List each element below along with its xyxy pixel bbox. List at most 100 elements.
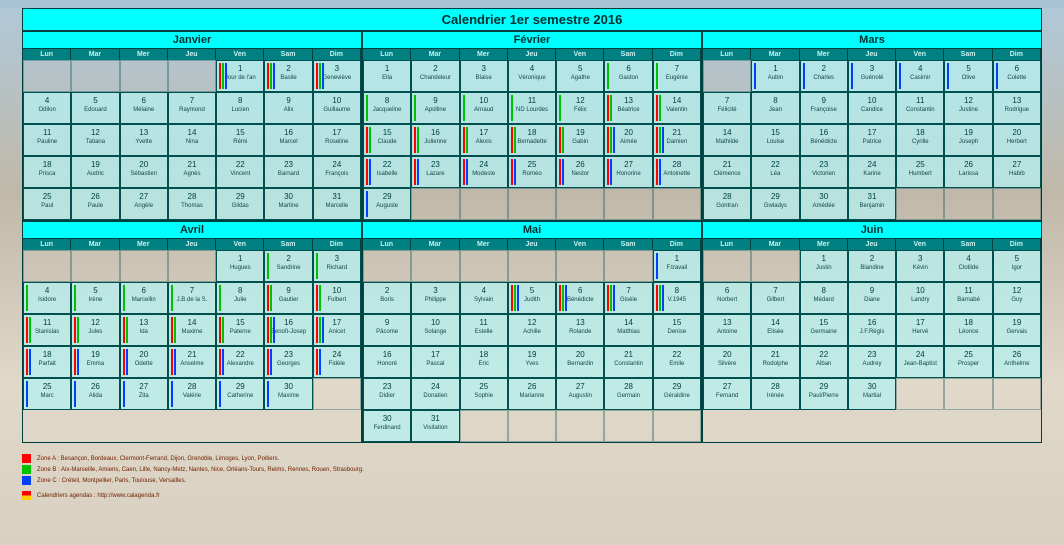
day-cell[interactable]: 9Gautier [264,282,312,314]
day-cell[interactable]: 22Emile [653,346,701,378]
day-cell[interactable]: 5Judith [508,282,556,314]
day-cell[interactable]: 25Paul [23,188,71,220]
day-cell[interactable]: 10Candice [848,92,896,124]
day-cell[interactable]: 13Béatrice [604,92,652,124]
day-cell[interactable]: 15Louise [751,124,799,156]
day-cell[interactable]: 12Jules [71,314,119,346]
day-cell[interactable]: 7Félicité [703,92,751,124]
day-cell[interactable]: 13Ida [120,314,168,346]
day-cell[interactable]: 9Pâcome [363,314,411,346]
day-cell[interactable]: 11Pauline [23,124,71,156]
day-cell[interactable]: 5Agathe [556,60,604,92]
day-cell[interactable]: 10Arnaud [460,92,508,124]
day-cell[interactable]: 24Donatien [411,378,459,410]
day-cell[interactable]: 28Antoinette [653,156,701,188]
day-cell[interactable]: 20Bernardin [556,346,604,378]
day-cell[interactable]: 14Valentin [653,92,701,124]
day-cell[interactable]: 29Gildas [216,188,264,220]
day-cell[interactable]: 14Nina [168,124,216,156]
day-cell[interactable]: 6Bénédicte [556,282,604,314]
day-cell[interactable]: 7Gilbert [751,282,799,314]
day-cell[interactable]: 24Modeste [460,156,508,188]
day-cell[interactable]: 4Clotilde [944,250,992,282]
day-cell[interactable]: 26Alida [71,378,119,410]
day-cell[interactable]: 7Raymond [168,92,216,124]
day-cell[interactable]: 12Justine [944,92,992,124]
day-cell[interactable]: 22Vincent [216,156,264,188]
day-cell[interactable]: 18Léonce [944,314,992,346]
day-cell[interactable]: 15Paterne [216,314,264,346]
day-cell[interactable]: 23Victorien [800,156,848,188]
day-cell[interactable]: 2Charles [800,60,848,92]
day-cell[interactable]: 9Apolline [411,92,459,124]
day-cell[interactable]: 8Jean [751,92,799,124]
day-cell[interactable]: 26Larissa [944,156,992,188]
day-cell[interactable]: 11Estelle [460,314,508,346]
day-cell[interactable]: 21Constantin [604,346,652,378]
day-cell[interactable]: 7J.B.de la S. [168,282,216,314]
day-cell[interactable]: 16Honoré [363,346,411,378]
day-cell[interactable]: 20Odette [120,346,168,378]
day-cell[interactable]: 22Alexandre [216,346,264,378]
day-cell[interactable]: 17Pascal [411,346,459,378]
day-cell[interactable]: 17Hervé [896,314,944,346]
day-cell[interactable]: 2Basile [264,60,312,92]
day-cell[interactable]: 30Martine [264,188,312,220]
day-cell[interactable]: 16J.F.Régis [848,314,896,346]
day-cell[interactable]: 5Igor [993,250,1041,282]
day-cell[interactable]: 19Emma [71,346,119,378]
day-cell[interactable]: 27Augustin [556,378,604,410]
day-cell[interactable]: 19Joseph [944,124,992,156]
day-cell[interactable]: 16Bénédicte [800,124,848,156]
day-cell[interactable]: 21Clémence [703,156,751,188]
day-cell[interactable]: 27Honorine [604,156,652,188]
day-cell[interactable]: 1Jour de l'an [216,60,264,92]
day-cell[interactable]: 13Rodrigue [993,92,1041,124]
day-cell[interactable]: 2Boris [363,282,411,314]
day-cell[interactable]: 27Angèle [120,188,168,220]
day-cell[interactable]: 20Silvère [703,346,751,378]
day-cell[interactable]: 19Gervais [993,314,1041,346]
day-cell[interactable]: 23Didier [363,378,411,410]
day-cell[interactable]: 25Prosper [944,346,992,378]
day-cell[interactable]: 8V.1945 [653,282,701,314]
day-cell[interactable]: 15Germaine [800,314,848,346]
day-cell[interactable]: 3Kévin [896,250,944,282]
day-cell[interactable]: 9Françoise [800,92,848,124]
day-cell[interactable]: 7Eugénie [653,60,701,92]
day-cell[interactable]: 24Jean-Baptist [896,346,944,378]
day-cell[interactable]: 27Habib [993,156,1041,188]
day-cell[interactable]: 10Guillaume [313,92,361,124]
day-cell[interactable]: 29Gwladys [751,188,799,220]
day-cell[interactable]: 1Aubin [751,60,799,92]
day-cell[interactable]: 13Yvette [120,124,168,156]
day-cell[interactable]: 4Odilon [23,92,71,124]
day-cell[interactable]: 4Véronique [508,60,556,92]
day-cell[interactable]: 4Sylvain [460,282,508,314]
day-cell[interactable]: 3Blaise [460,60,508,92]
day-cell[interactable]: 3Philippe [411,282,459,314]
day-cell[interactable]: 21Agnès [168,156,216,188]
day-cell[interactable]: 26Anthelme [993,346,1041,378]
day-cell[interactable]: 14Mathilde [703,124,751,156]
day-cell[interactable]: 19Yves [508,346,556,378]
day-cell[interactable]: 11ND Lourdes [508,92,556,124]
day-cell[interactable]: 10Fulbert [313,282,361,314]
day-cell[interactable]: 8Lucien [216,92,264,124]
day-cell[interactable]: 18Parfait [23,346,71,378]
day-cell[interactable]: 23Lazare [411,156,459,188]
day-cell[interactable]: 6Marcellin [120,282,168,314]
day-cell[interactable]: 17Patrice [848,124,896,156]
day-cell[interactable]: 11Constantin [896,92,944,124]
day-cell[interactable]: 26Marianne [508,378,556,410]
day-cell[interactable]: 26Paule [71,188,119,220]
day-cell[interactable]: 24François [313,156,361,188]
day-cell[interactable]: 9Alix [264,92,312,124]
day-cell[interactable]: 18Bernadette [508,124,556,156]
day-cell[interactable]: 22Alban [800,346,848,378]
day-cell[interactable]: 31Visitation [411,410,459,442]
day-cell[interactable]: 16Benoît-Josep [264,314,312,346]
day-cell[interactable]: 30Maxime [264,378,312,410]
day-cell[interactable]: 14Maxime [168,314,216,346]
day-cell[interactable]: 23Georges [264,346,312,378]
